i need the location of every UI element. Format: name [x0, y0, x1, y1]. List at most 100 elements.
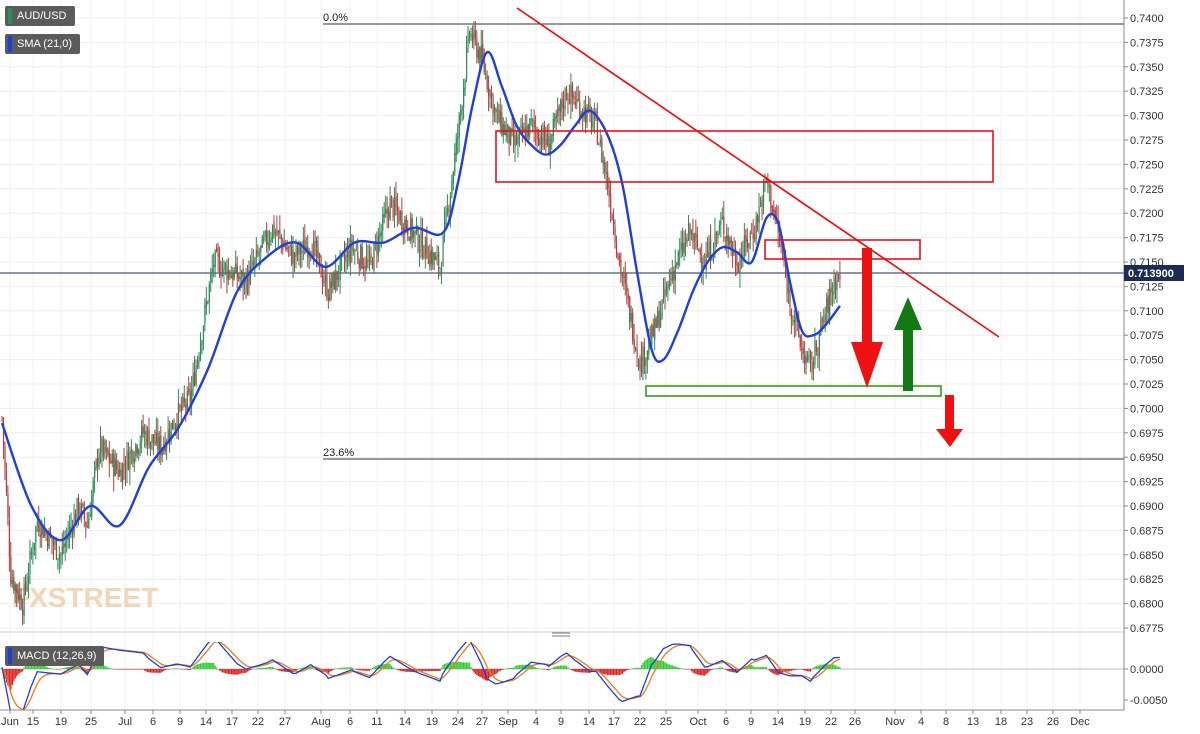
macd-bar — [551, 668, 553, 669]
macd-bar — [670, 664, 672, 669]
candle-body — [138, 449, 140, 455]
candle-body — [89, 515, 91, 517]
macd-bar — [361, 669, 363, 671]
sma-label[interactable]: SMA (21,0) — [5, 34, 81, 54]
candle-body — [157, 432, 159, 451]
candle-body — [222, 268, 224, 276]
macd-bar — [52, 668, 55, 670]
macd-bar — [499, 669, 502, 671]
macd-bar — [645, 659, 647, 669]
sma-text: SMA (21,0) — [17, 38, 73, 50]
candle-body — [563, 105, 565, 109]
last-price-value: 0.713900 — [1128, 268, 1174, 280]
candle-body — [129, 451, 131, 471]
macd-bar — [779, 669, 781, 675]
macd-bar — [293, 669, 296, 672]
macd-bar — [715, 668, 718, 669]
candle-body — [727, 234, 729, 246]
candle-body — [126, 450, 128, 470]
candle-body — [804, 355, 806, 365]
candle-body — [263, 238, 265, 240]
candle-body — [294, 253, 296, 258]
macd-bar — [367, 669, 369, 671]
macd-bar — [433, 669, 435, 672]
candle-body — [79, 511, 81, 515]
candle-body — [627, 294, 629, 300]
macd-bar — [271, 666, 274, 669]
macd-bar — [167, 669, 169, 670]
macd-bar — [718, 667, 721, 669]
macd-bar — [818, 665, 821, 669]
macd-bar — [170, 668, 172, 670]
macd-bar — [790, 669, 793, 671]
macd-bar — [105, 666, 108, 669]
macd-bar — [63, 668, 65, 669]
macd-bar — [393, 668, 396, 669]
candle-body — [44, 530, 46, 536]
candle-body — [764, 180, 766, 182]
macd-bar — [521, 664, 524, 669]
candle-body — [696, 234, 699, 248]
candle-body — [735, 248, 737, 266]
macd-bar — [708, 669, 710, 672]
candle-body — [338, 277, 340, 279]
macd-bar — [180, 669, 183, 670]
macd-bar — [695, 669, 697, 675]
macd-bar — [508, 668, 510, 669]
macd-bar — [751, 664, 753, 669]
macd-bar — [17, 669, 19, 675]
symbol-label[interactable]: AUD/USD — [5, 6, 75, 26]
candle-body — [55, 538, 58, 560]
pane-resize-handle[interactable] — [552, 632, 570, 637]
macd-bar — [573, 669, 575, 672]
candle-body — [13, 577, 15, 591]
macd-bar — [188, 669, 190, 670]
candle-body — [188, 388, 190, 393]
macd-bar — [7, 669, 9, 686]
macd-bar — [558, 665, 560, 669]
candle-body — [474, 30, 477, 38]
candle-body — [683, 242, 685, 253]
macd-bar — [407, 669, 409, 672]
candle-body — [324, 275, 327, 282]
y-tick-label: 0.7400 — [1130, 13, 1164, 25]
macd-bar — [171, 668, 174, 669]
candle-body — [470, 33, 472, 37]
candle-body — [773, 209, 775, 213]
candle-body — [635, 347, 637, 350]
fxstreet-watermark: FXSTREET — [12, 582, 158, 613]
candle-body — [452, 172, 454, 183]
candle-body — [648, 339, 650, 354]
macd-bar — [786, 669, 788, 672]
macd-bar — [151, 669, 153, 673]
macd-bar — [546, 669, 549, 671]
candle-body — [496, 109, 499, 112]
y-tick-label: 0.6925 — [1130, 477, 1164, 489]
candle-body — [720, 220, 722, 225]
macd-bar — [177, 668, 180, 670]
macd-label[interactable]: MACD (12,26,9) — [5, 646, 105, 666]
candle-body — [292, 251, 294, 265]
macd-bar — [567, 667, 569, 669]
candle-body — [615, 243, 618, 255]
candle-body — [20, 595, 22, 610]
macd-bar — [620, 669, 622, 675]
main-grid — [0, 0, 1124, 710]
macd-bar — [138, 669, 140, 670]
macd-bar — [608, 669, 610, 675]
macd-bar — [388, 664, 390, 669]
candle-body — [671, 271, 674, 281]
candle-body — [535, 129, 537, 131]
macd-bar — [21, 669, 24, 672]
candle-body — [145, 431, 147, 446]
candle-body — [329, 278, 331, 301]
macd-bar — [482, 669, 484, 679]
macd-bar — [580, 669, 582, 673]
candle-body — [144, 431, 146, 435]
macd-bar — [604, 669, 606, 675]
macd-bar — [626, 669, 628, 671]
candle-body — [152, 434, 155, 443]
macd-bar — [445, 663, 447, 669]
macd-bar — [801, 669, 803, 670]
